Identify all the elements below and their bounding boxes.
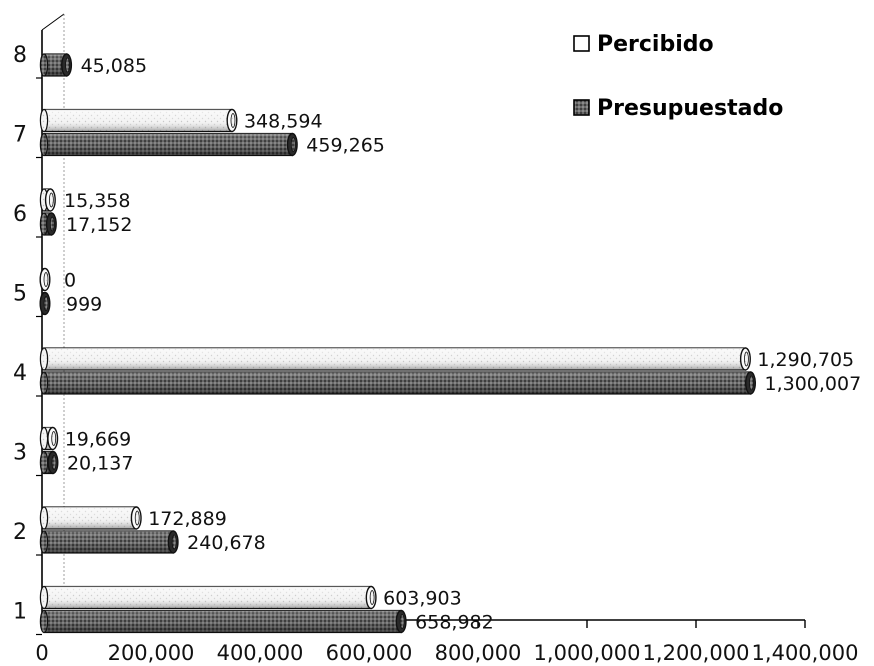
x-tick-label: 1,400,000 (752, 641, 859, 665)
data-label-percibido: 348,594 (244, 111, 323, 133)
legend-label-presupuestado: Presupuestado (597, 96, 783, 121)
legend-swatch-percibido (573, 35, 590, 52)
y-tick-label: 4 (13, 361, 27, 386)
y-tick-label: 1 (13, 600, 27, 625)
bar-presupuestado (39, 371, 757, 395)
data-label-percibido: 19,669 (65, 429, 131, 451)
data-label-presupuestado: 240,678 (187, 532, 266, 554)
axes: 0 200,000 400,000 600,000 800,000 1,000,000 1,… (13, 13, 859, 665)
legend: Percibido Presupuestado (573, 32, 783, 121)
x-tick-label: 200,000 (108, 641, 195, 665)
bar-presupuestado (39, 53, 73, 77)
y-tick-label: 3 (13, 441, 27, 466)
y-tick-label: 2 (13, 520, 27, 545)
data-label-percibido: 15,358 (64, 190, 130, 212)
x-tick-label: 1,200,000 (643, 641, 750, 665)
data-label-percibido: 0 (64, 270, 76, 292)
bar-percibido (39, 267, 51, 292)
bar-presupuestado (39, 530, 179, 554)
data-label-percibido: 1,290,705 (757, 349, 854, 371)
data-label-presupuestado: 17,152 (66, 214, 132, 236)
x-tick-label: 600,000 (326, 641, 413, 665)
data-label-percibido: 603,903 (383, 588, 462, 610)
x-tick-label: 800,000 (435, 641, 522, 665)
legend-label-percibido: Percibido (597, 32, 714, 57)
bar-presupuestado (39, 212, 57, 236)
data-label-presupuestado: 45,085 (81, 55, 147, 77)
data-label-percibido: 172,889 (148, 508, 227, 530)
bar-percibido (39, 506, 142, 530)
bar-percibido (39, 347, 751, 371)
data-label-presupuestado: 658,982 (415, 612, 494, 634)
data-label-presupuestado: 999 (66, 294, 102, 316)
bar-percibido (39, 585, 377, 610)
x-tick-label: 1,000,000 (534, 641, 641, 665)
data-label-presupuestado: 1,300,007 (765, 373, 862, 395)
bar-percibido (39, 188, 56, 212)
bars (39, 53, 757, 634)
bar-presupuestado (39, 450, 59, 475)
y-tick-label: 7 (13, 123, 27, 148)
bar-presupuestado (39, 132, 298, 157)
y-tick-label: 8 (13, 43, 27, 68)
bar-percibido (39, 426, 59, 451)
data-label-presupuestado: 459,265 (306, 135, 385, 157)
x-tick-label: 400,000 (217, 641, 304, 665)
back-wall-edge (41, 13, 65, 31)
bar-percibido (39, 108, 238, 133)
x-tick-label: 0 (35, 641, 48, 665)
y-tick-label: 5 (13, 282, 27, 307)
legend-swatch-presupuestado (573, 99, 590, 116)
bar-presupuestado (39, 609, 407, 634)
y-tick-label: 6 (13, 202, 27, 227)
data-label-presupuestado: 20,137 (67, 453, 133, 475)
bar-presupuestado (39, 291, 51, 316)
